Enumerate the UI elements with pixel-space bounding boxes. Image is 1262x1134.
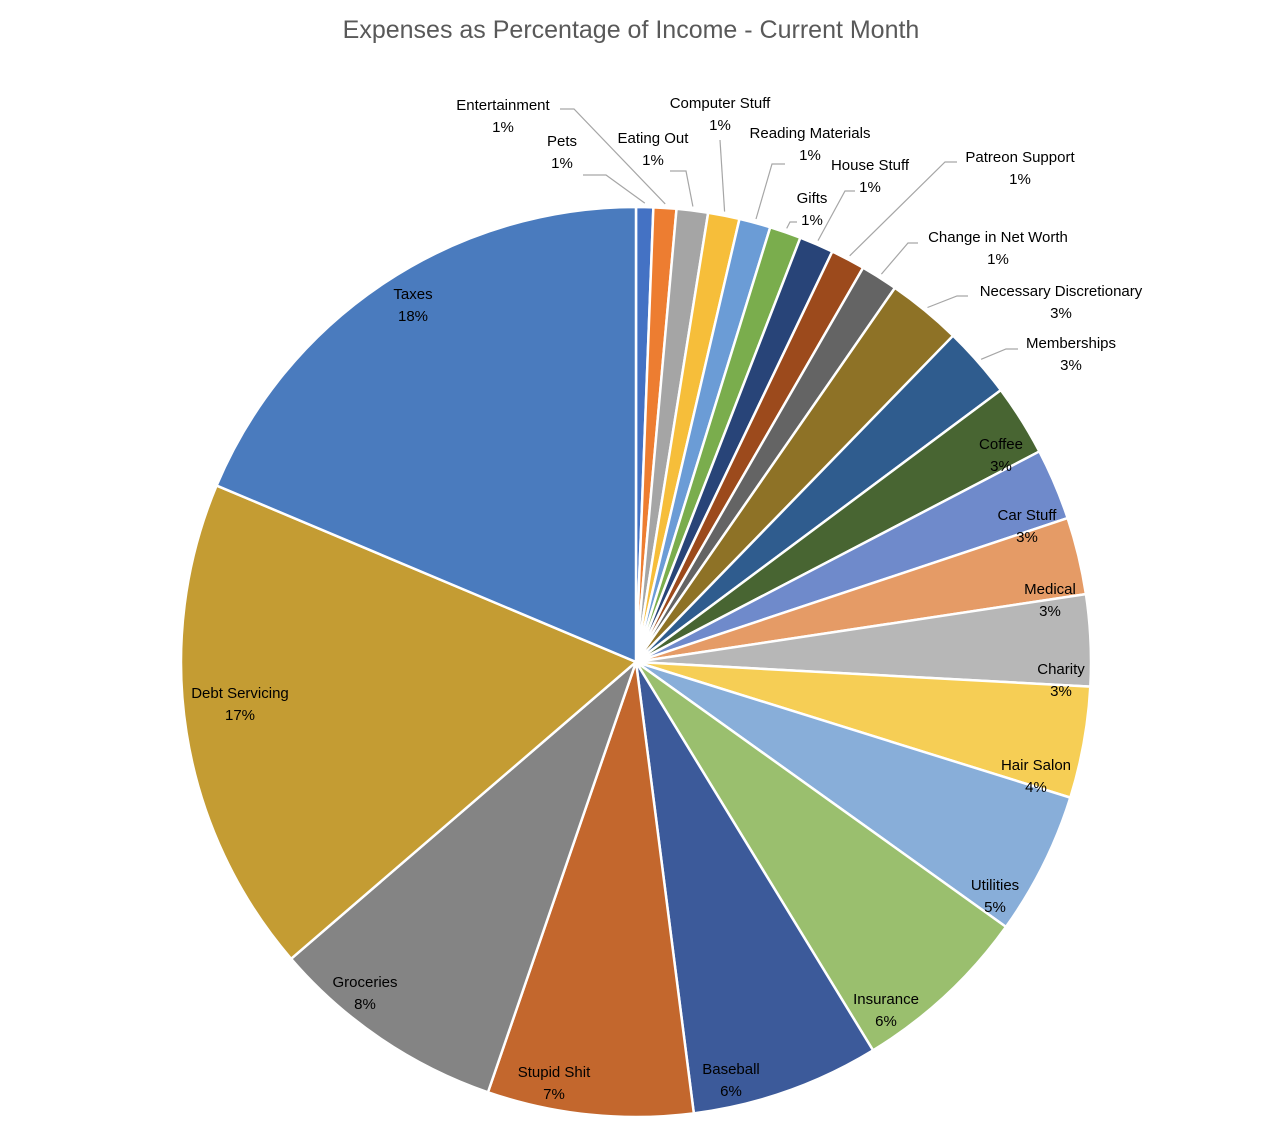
slice-label-hair-salon: Hair Salon 4% <box>1001 757 1071 796</box>
pie-slice-groceries <box>289 660 638 1094</box>
slice-label-stupid-shit: Stupid Shit 7% <box>518 1064 591 1103</box>
slice-label-name: Medical <box>1024 581 1076 598</box>
slice-label-value: 5% <box>984 899 1006 916</box>
slice-label-change-in-net-worth: Change in Net Worth 1% <box>928 229 1068 268</box>
slice-label-coffee: Coffee 3% <box>979 436 1023 475</box>
slice-label-value: 8% <box>354 996 376 1013</box>
leader-line-patreon-support <box>849 161 957 257</box>
slice-label-value: 1% <box>799 147 821 164</box>
slice-label-name: House Stuff <box>831 157 910 174</box>
slice-label-charity: Charity 3% <box>1037 661 1085 700</box>
slice-label-name: Insurance <box>853 991 919 1008</box>
slice-label-groceries: Groceries 8% <box>332 974 397 1013</box>
slice-label-entertainment: Entertainment 1% <box>456 97 550 136</box>
slice-label-utilities: Utilities 5% <box>971 877 1019 916</box>
slice-label-medical: Medical 3% <box>1024 581 1076 620</box>
pie-slice-baseball <box>634 660 875 1115</box>
leader-line-reading-materials <box>755 163 785 220</box>
slice-label-eating-out: Eating Out 1% <box>618 130 690 169</box>
slice-label-computer-stuff: Computer Stuff 1% <box>670 95 771 134</box>
slice-label-name: Patreon Support <box>965 149 1075 166</box>
slice-label-name: Eating Out <box>618 130 690 147</box>
slice-label-name: Memberships <box>1026 335 1116 352</box>
slice-label-value: 3% <box>1039 603 1061 620</box>
pie-slice-stupid-shit <box>486 660 696 1119</box>
leader-line-computer-stuff <box>719 139 726 212</box>
slice-label-name: Necessary Discretionary <box>980 283 1143 300</box>
slice-label-insurance: Insurance 6% <box>853 991 919 1030</box>
slice-label-name: Taxes <box>393 286 432 303</box>
leader-line-entertainment <box>560 108 666 205</box>
slice-label-name: Pets <box>547 133 577 150</box>
slice-label-name: Stupid Shit <box>518 1064 591 1081</box>
slice-label-value: 1% <box>709 117 731 134</box>
slice-label-name: Coffee <box>979 436 1023 453</box>
slice-label-value: 3% <box>1016 529 1038 546</box>
slice-label-name: Computer Stuff <box>670 95 771 112</box>
slice-label-value: 18% <box>398 308 428 325</box>
slice-label-name: Change in Net Worth <box>928 229 1068 246</box>
leader-line-house-stuff <box>817 190 855 241</box>
slice-label-name: Baseball <box>702 1061 760 1078</box>
slice-label-value: 1% <box>859 179 881 196</box>
slice-label-value: 6% <box>720 1083 742 1100</box>
slice-label-name: Groceries <box>332 974 397 991</box>
slice-label-name: Entertainment <box>456 97 550 114</box>
slice-label-value: 4% <box>1025 779 1047 796</box>
slice-label-name: Hair Salon <box>1001 757 1071 774</box>
slice-label-value: 1% <box>987 251 1009 268</box>
slice-label-name: Charity <box>1037 661 1085 678</box>
slice-label-value: 3% <box>1050 305 1072 322</box>
leader-line-pets <box>583 174 646 204</box>
slice-label-house-stuff: House Stuff 1% <box>831 157 910 196</box>
slice-label-value: 7% <box>543 1086 565 1103</box>
slice-label-baseball: Baseball 6% <box>702 1061 760 1100</box>
slice-label-value: 1% <box>801 212 823 229</box>
slice-label-pets: Pets 1% <box>547 133 577 172</box>
leader-line-gifts <box>786 221 797 229</box>
chart-title: Expenses as Percentage of Income - Curre… <box>342 16 920 44</box>
slice-label-gifts: Gifts 1% <box>797 190 828 229</box>
pie-slice-utilities <box>634 660 1072 929</box>
pie-slice-taxes <box>215 205 638 664</box>
slice-label-value: 1% <box>492 119 514 136</box>
leader-lines-layer <box>560 108 1018 360</box>
pie-slice-insurance <box>634 660 1008 1052</box>
slice-label-memberships: Memberships 3% <box>1026 335 1116 374</box>
slice-label-name: Utilities <box>971 877 1019 894</box>
slice-label-value: 3% <box>990 458 1012 475</box>
slice-label-value: 1% <box>551 155 573 172</box>
leader-line-change-in-net-worth <box>880 242 918 275</box>
pie-slice-debt-servicing <box>179 484 638 961</box>
leader-line-memberships <box>980 348 1018 360</box>
slices-layer <box>179 205 1093 1119</box>
slice-label-name: Gifts <box>797 190 828 207</box>
slice-label-patreon-support: Patreon Support 1% <box>965 149 1075 188</box>
slice-label-necessary-discretionary: Necessary Discretionary 3% <box>980 283 1143 322</box>
slice-label-taxes: Taxes 18% <box>393 286 432 325</box>
slice-label-car-stuff: Car Stuff 3% <box>998 507 1058 546</box>
leader-line-eating-out <box>670 170 694 207</box>
slice-label-value: 6% <box>875 1013 897 1030</box>
slice-label-value: 3% <box>1060 357 1082 374</box>
leader-line-necessary-discretionary <box>927 295 968 309</box>
slice-label-reading-materials: Reading Materials 1% <box>750 125 871 164</box>
slice-label-name: Car Stuff <box>998 507 1058 524</box>
slice-label-name: Debt Servicing <box>191 685 289 702</box>
slice-label-value: 17% <box>225 707 255 724</box>
slice-label-value: 1% <box>642 152 664 169</box>
slice-label-value: 3% <box>1050 683 1072 700</box>
slice-label-value: 1% <box>1009 171 1031 188</box>
slice-label-debt-servicing: Debt Servicing 17% <box>191 685 289 724</box>
slice-label-name: Reading Materials <box>750 125 871 142</box>
